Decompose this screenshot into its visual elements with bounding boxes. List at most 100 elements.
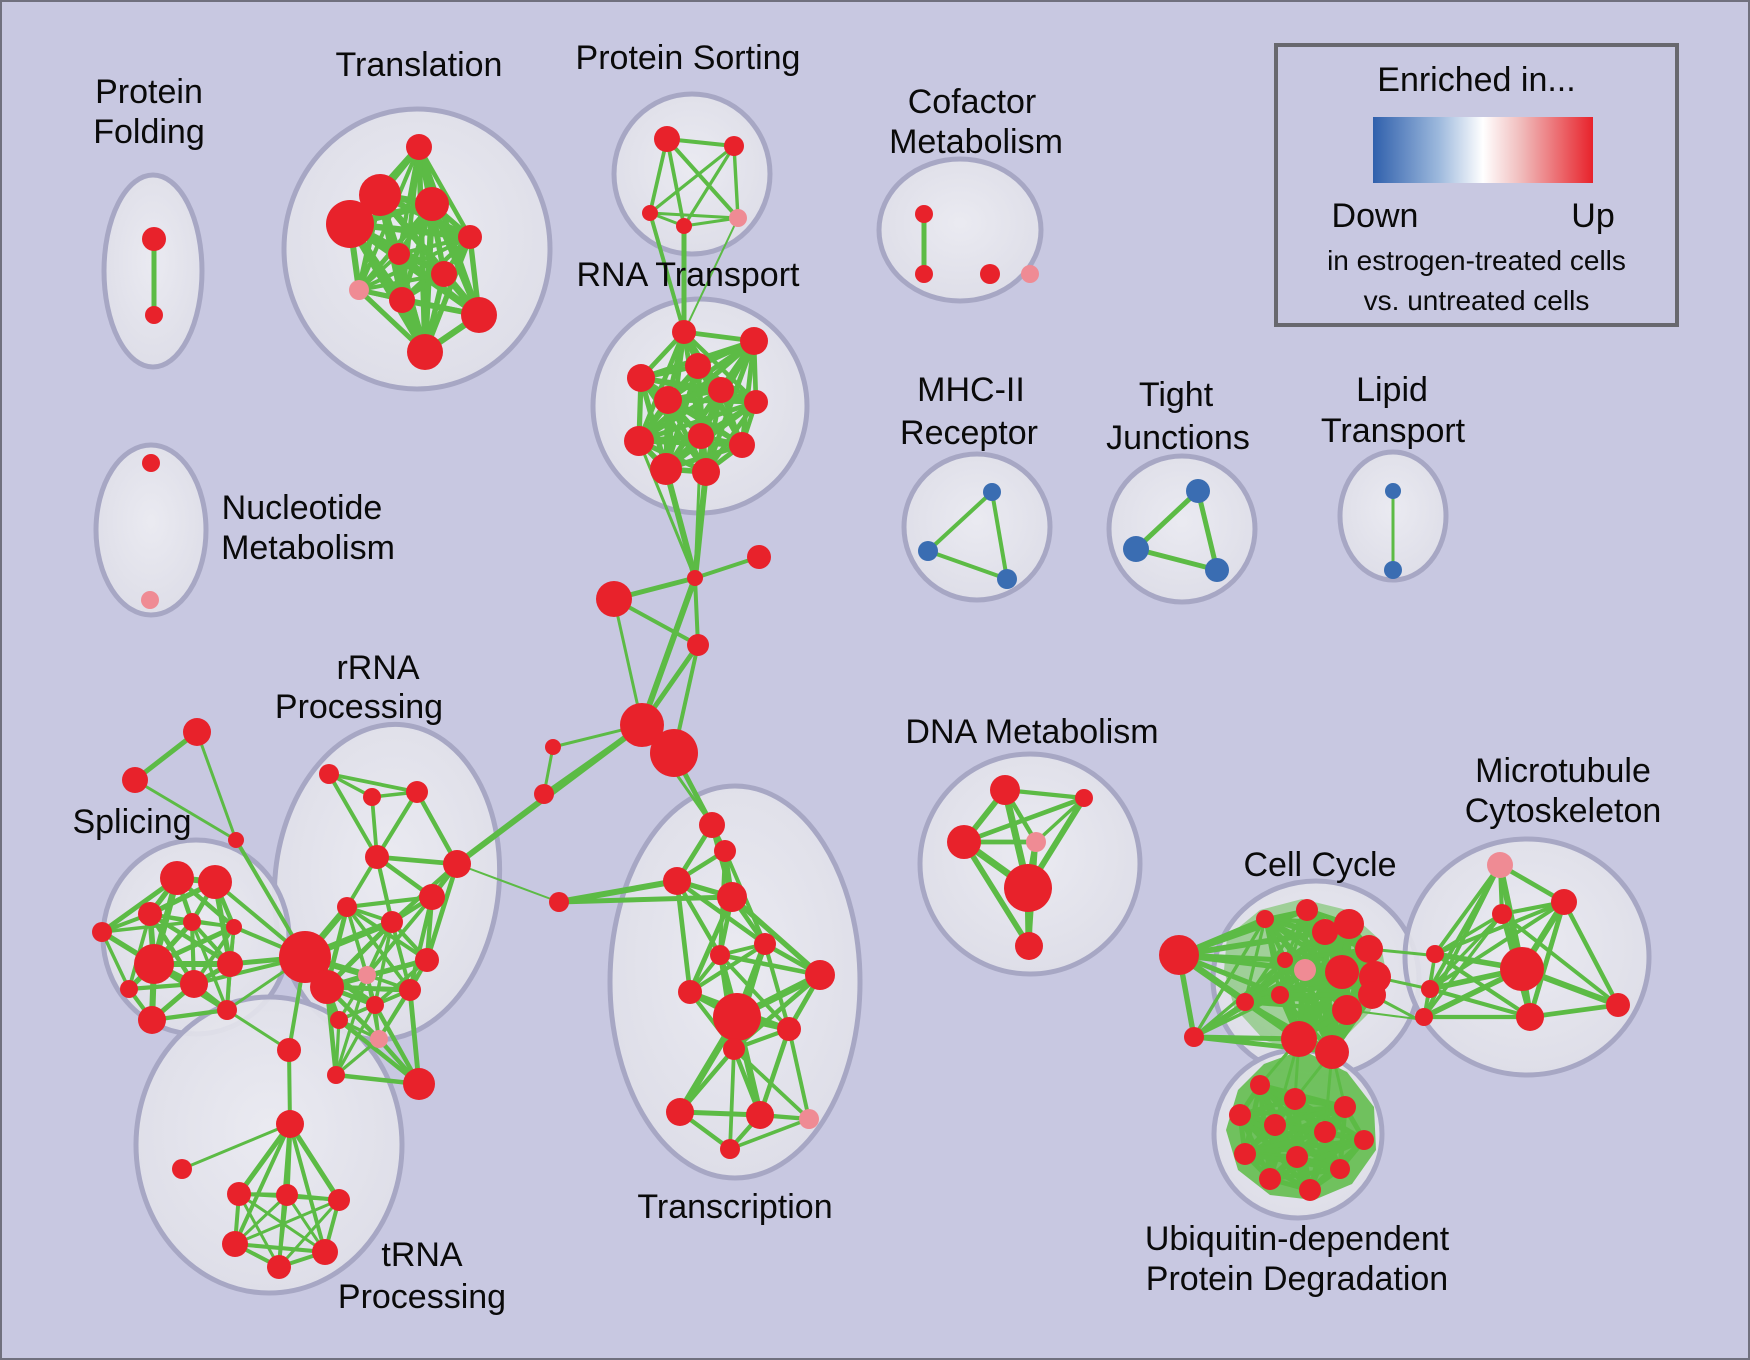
enrichment-edge (762, 941, 792, 1032)
gene-set-node (699, 812, 725, 838)
enrichment-edge (990, 490, 1009, 581)
gene-set-node (326, 200, 374, 248)
gene-set-node (915, 205, 933, 223)
gene-set-node (545, 739, 561, 755)
enrichment-edge (638, 375, 759, 405)
enrichment-edge (648, 211, 686, 334)
enrichment-edge (732, 144, 740, 220)
enrichment-edge (1433, 863, 1502, 956)
enrichment-edge (718, 953, 791, 1031)
enrichment-edge (236, 1121, 293, 1197)
gene-set-node (1236, 993, 1254, 1011)
gene-set-node (319, 764, 339, 784)
gene-set-node (141, 591, 159, 609)
enrichment-edge (456, 863, 560, 903)
cluster-label-lipid-transport-line1: Lipid (1356, 371, 1428, 409)
gene-set-node (172, 1159, 192, 1179)
gene-set-node (729, 209, 747, 227)
gene-set-node (1384, 561, 1402, 579)
gene-set-node (370, 1030, 388, 1048)
enrichment-edge (133, 778, 238, 842)
cluster-label-trna-processing-line2: Processing (337, 1278, 507, 1316)
cluster-label-ubiquitin-degradation-line1: Ubiquitin-dependent (1144, 1220, 1450, 1258)
cluster-label-dna-metabolism: DNA Metabolism (905, 713, 1159, 751)
gene-set-node (267, 1255, 291, 1279)
enrichment-edge (663, 466, 698, 581)
enrichment-edge (717, 952, 823, 978)
enrichment-edge (665, 137, 686, 228)
enrichment-edge (1133, 488, 1201, 552)
cluster-label-cofactor-metabolism-line1: Cofactor (907, 83, 1037, 121)
cluster-bubble-cofactor-metabolism (876, 156, 1044, 304)
gene-set-node (276, 1184, 298, 1206)
gene-set-node (650, 453, 682, 485)
gene-set-node (1026, 832, 1046, 852)
gene-set-node (389, 287, 415, 313)
enrichment-edge (1282, 957, 1335, 1055)
gene-set-node (279, 931, 331, 983)
enrichment-edge (1296, 921, 1352, 1042)
gene-set-node (388, 243, 410, 265)
gene-set-node (918, 541, 938, 561)
gene-set-node (1264, 1114, 1286, 1136)
gene-set-node (1286, 1146, 1308, 1168)
enrichment-edge (648, 211, 740, 220)
cluster-bubble-tight-junctions (1106, 453, 1258, 605)
gene-set-node (330, 1011, 348, 1029)
enrichment-edge (180, 1122, 292, 1171)
gene-set-node (180, 970, 208, 998)
cluster-label-lipid-transport-line2: Transport (1320, 412, 1466, 450)
gene-set-node (642, 205, 658, 221)
gene-set-node (358, 966, 376, 984)
gene-set-node (990, 775, 1020, 805)
enrichment-edge (703, 338, 757, 475)
enrichment-edge (961, 795, 1087, 845)
gene-set-node (399, 979, 421, 1001)
gene-set-node (277, 1038, 301, 1062)
gene-set-node (1325, 955, 1359, 989)
gene-set-node (431, 261, 457, 287)
enrichment-edge (926, 490, 994, 553)
gene-set-node (1516, 1003, 1544, 1031)
gene-set-node (359, 174, 401, 216)
enrichment-edge (233, 1198, 341, 1246)
enrichment-edge (1195, 488, 1220, 573)
cluster-label-protein-folding-line2: Folding (93, 113, 205, 151)
gene-set-node (723, 1038, 745, 1060)
gene-set-node (1294, 959, 1316, 981)
gene-set-node (142, 454, 160, 472)
gene-set-node (183, 913, 201, 931)
gene-set-node (1415, 1008, 1433, 1026)
gene-set-node (406, 134, 432, 160)
cluster-label-tight-junctions-line2: Junctions (1106, 419, 1250, 457)
cluster-label-trna-processing-line1: tRNA (381, 1236, 463, 1274)
gene-set-node (1234, 1143, 1256, 1165)
enrichment-edge (327, 772, 419, 794)
cluster-label-tight-junctions-line1: Tight (1138, 376, 1214, 414)
enrichment-edge (556, 878, 680, 905)
enrichment-edge (961, 839, 1032, 949)
gene-set-node (666, 1098, 694, 1126)
gene-set-node (777, 1017, 801, 1041)
gene-set-node (120, 980, 138, 998)
enrichment-edge (287, 1121, 342, 1203)
gene-set-node (1123, 536, 1149, 562)
gene-set-node (624, 426, 654, 456)
gene-set-node (419, 884, 445, 910)
gene-set-node (710, 945, 730, 965)
gene-set-node (226, 919, 242, 935)
cluster-label-mhc-ii-receptor-line2: Receptor (900, 414, 1038, 452)
cluster-label-rna-transport: RNA Transport (576, 256, 800, 294)
enrichment-edge (407, 894, 435, 993)
legend-box: Enriched in... Down Up in estrogen-treat… (1274, 43, 1679, 327)
cluster-label-protein-sorting: Protein Sorting (575, 39, 801, 77)
gene-set-node (685, 353, 711, 379)
enrichment-edge (665, 137, 740, 220)
enrichment-edge (682, 144, 736, 228)
enrichment-edge (703, 399, 759, 475)
enrichment-edge (1277, 974, 1378, 998)
cluster-label-nucleotide-metabolism-line1: Nucleotide (221, 489, 383, 527)
gene-set-node (92, 922, 112, 942)
gene-set-node (217, 951, 243, 977)
gene-set-node (687, 570, 703, 586)
